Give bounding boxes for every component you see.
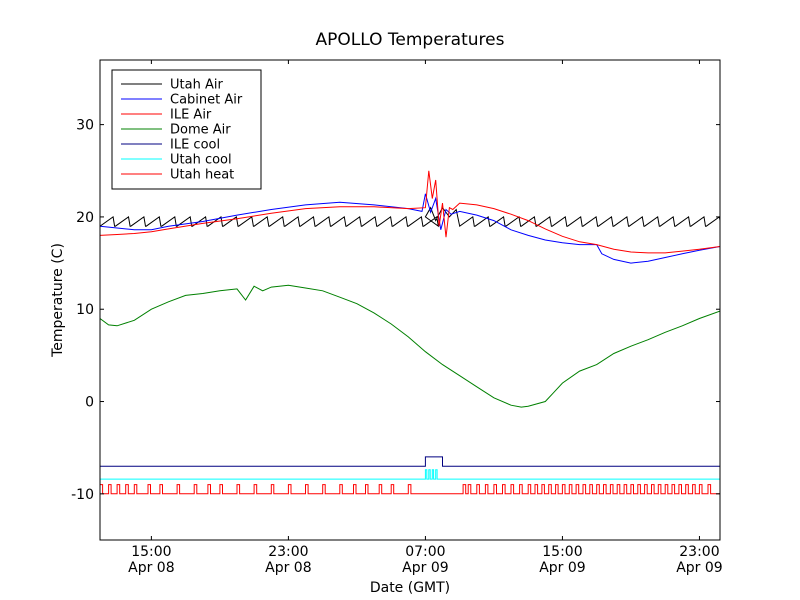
series-line-ile-air — [100, 170, 720, 254]
x-tick-date-label: Apr 08 — [265, 560, 311, 576]
x-axis-label: Date (GMT) — [370, 580, 450, 596]
legend-label-utah-cool: Utah cool — [170, 153, 232, 168]
y-axis-label: Temperature (C) — [50, 243, 66, 358]
legend-label-utah-heat: Utah heat — [170, 168, 234, 183]
series-line-utah-air — [100, 206, 720, 228]
series-line-dome-air — [100, 284, 720, 408]
y-tick-label: -10 — [71, 487, 94, 503]
x-tick-time-label: 07:00 — [405, 544, 445, 560]
y-axis-ticks: 30 20 10 0 -10 — [71, 118, 720, 503]
series-layer — [100, 170, 720, 495]
y-tick-label: 30 — [76, 118, 94, 134]
legend-label-dome-air: Dome Air — [170, 123, 231, 138]
y-tick-label: 20 — [76, 210, 94, 226]
legend-label-ile-cool: ILE cool — [170, 138, 220, 153]
legend-label-cabinet-air: Cabinet Air — [170, 93, 243, 108]
chart-title: APOLLO Temperatures — [316, 30, 505, 50]
x-tick-time-label: 23:00 — [679, 544, 719, 560]
legend-label-utah-air: Utah Air — [170, 78, 223, 93]
x-tick-time-label: 15:00 — [131, 544, 171, 560]
y-tick-label: 0 — [85, 395, 94, 411]
series-line-utah-heat — [100, 484, 720, 495]
x-tick-date-label: Apr 09 — [539, 560, 585, 576]
plot-frame — [99, 59, 721, 541]
x-tick-time-label: 15:00 — [542, 544, 582, 560]
x-tick-date-label: Apr 08 — [128, 560, 174, 576]
x-tick-date-label: Apr 09 — [402, 560, 448, 576]
legend-label-ile-air: ILE Air — [170, 108, 212, 123]
series-line-ile-cool — [100, 456, 720, 467]
x-tick-date-label: Apr 09 — [676, 560, 722, 576]
x-tick-time-label: 23:00 — [268, 544, 308, 560]
series-line-utah-cool — [100, 469, 720, 480]
y-tick-label: 10 — [76, 302, 94, 318]
